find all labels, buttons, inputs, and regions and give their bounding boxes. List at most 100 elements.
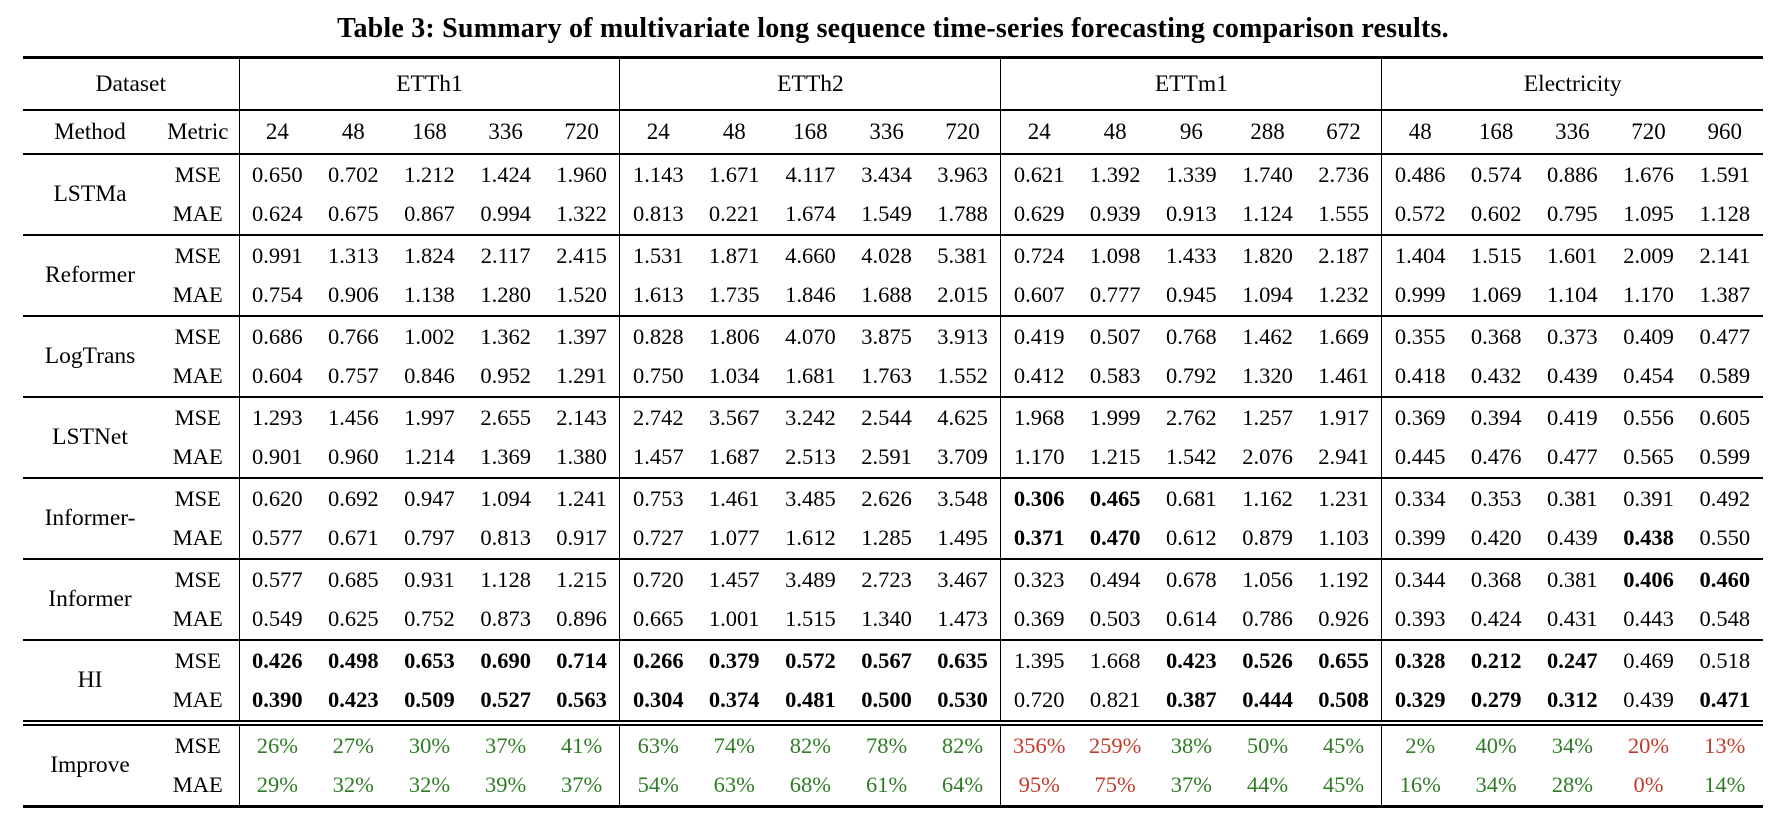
table-row: MAE 0.604 0.757 0.846 0.952 1.291 0.750 1.034 1.… — [23, 356, 1763, 397]
improve-cell: 37% — [1170, 772, 1212, 798]
value-cell: 5.381 — [937, 242, 988, 268]
table-row: LogTrans MSE 0.686 0.766 1.002 1.362 1.397 0.82… — [23, 316, 1763, 369]
value-cell: 0.768 — [1166, 323, 1217, 349]
method-block-reformer: Reformer MSE 0.991 1.313 1.824 2.117 2.415 1.53… — [23, 235, 1763, 316]
value-cell: 0.931 — [404, 566, 455, 592]
value-cell: 2.762 — [1166, 404, 1217, 430]
improve-cell: 74% — [713, 732, 755, 758]
value-cell: 1.212 — [404, 161, 455, 187]
value-cell: 1.215 — [556, 566, 607, 592]
value-cell: 0.952 — [480, 363, 531, 389]
value-cell: 1.806 — [708, 323, 760, 349]
horizon-electricity-960: 960 — [1707, 119, 1743, 144]
value-cell: 0.418 — [1381, 356, 1459, 397]
value-cell: 0.498 — [327, 647, 379, 673]
value-cell: 0.439 — [1623, 687, 1674, 713]
value-cell: 0.419 — [1000, 316, 1078, 357]
method-name: Improve — [50, 752, 130, 778]
value-cell: 1.531 — [619, 235, 697, 276]
horizon-etth2-24: 24 — [619, 110, 697, 154]
improve-cell: 39% — [485, 772, 527, 798]
improve-cell: 82% — [789, 732, 832, 758]
metric-label: MAE — [172, 525, 223, 551]
value-cell: 0.867 — [404, 201, 455, 227]
value-cell: 0.439 — [1547, 363, 1598, 389]
improve-cell: 61% — [865, 772, 908, 798]
horizon-ettm1-672: 672 — [1326, 119, 1361, 144]
dataset-group-ettm1: ETTm1 — [1000, 57, 1382, 110]
value-cell: 0.991 — [238, 235, 316, 276]
method-name: Informer- — [44, 505, 136, 531]
value-cell: 1.612 — [785, 525, 836, 551]
value-cell: 2.076 — [1242, 444, 1293, 470]
improve-cell: 50% — [1246, 732, 1289, 758]
value-cell: 0.420 — [1470, 525, 1522, 551]
value-cell: 0.605 — [1699, 404, 1751, 430]
value-cell: 1.128 — [480, 566, 531, 592]
value-cell: 0.221 — [708, 201, 760, 227]
value-cell: 0.548 — [1699, 606, 1751, 632]
value-cell: 0.374 — [708, 687, 760, 713]
improve-cell: 26% — [238, 723, 316, 766]
value-cell: 0.550 — [1699, 525, 1751, 551]
value-cell: 0.999 — [1381, 275, 1459, 316]
value-cell: 2.626 — [861, 485, 912, 511]
value-cell: 0.589 — [1699, 363, 1751, 389]
value-cell: 1.322 — [556, 201, 607, 227]
value-cell: 0.445 — [1381, 437, 1459, 478]
value-cell: 0.438 — [1623, 525, 1674, 551]
value-cell: 0.387 — [1166, 687, 1217, 713]
value-cell: 1.820 — [1242, 242, 1293, 268]
value-cell: 0.443 — [1623, 606, 1674, 632]
value-cell: 0.607 — [1000, 275, 1078, 316]
value-cell: 4.070 — [785, 323, 836, 349]
value-cell: 1.473 — [937, 606, 988, 632]
method-name: LSTNet — [52, 424, 128, 450]
method-block-logtrans: LogTrans MSE 0.686 0.766 1.002 1.362 1.397 0.82… — [23, 316, 1763, 397]
horizon-ettm1-96: 96 — [1179, 119, 1203, 144]
metric-label: MAE — [172, 444, 223, 470]
improve-cell: 54% — [619, 765, 697, 807]
value-cell: 0.901 — [238, 437, 316, 478]
value-cell: 1.788 — [937, 201, 988, 227]
value-cell: 1.960 — [556, 161, 607, 187]
method-block-informer: Informer MSE 0.577 0.685 0.931 1.128 1.215 0.72… — [23, 559, 1763, 640]
value-cell: 0.621 — [1000, 154, 1078, 195]
results-table: Dataset ETTh1 ETTh2 ETTm1 Electricity Metho… — [23, 56, 1763, 808]
value-cell: 1.094 — [480, 485, 531, 511]
value-cell: 0.508 — [1318, 687, 1369, 713]
value-cell: 2.723 — [861, 566, 912, 592]
value-cell: 1.456 — [327, 404, 379, 430]
table-row: MAE 0.901 0.960 1.214 1.369 1.380 1.457 1.687 2.… — [23, 437, 1763, 478]
metric-label: MAE — [172, 363, 223, 389]
value-cell: 0.426 — [238, 640, 316, 681]
value-cell: 0.444 — [1242, 687, 1293, 713]
value-cell: 0.577 — [238, 559, 316, 600]
value-cell: 1.515 — [1470, 242, 1522, 268]
method-block-informer: Informer- MSE 0.620 0.692 0.947 1.094 1.241 0.7… — [23, 478, 1763, 559]
value-cell: 0.720 — [619, 559, 697, 600]
value-cell: 1.232 — [1318, 282, 1369, 308]
value-cell: 1.461 — [1318, 363, 1369, 389]
value-cell: 0.486 — [1381, 154, 1459, 195]
value-cell: 1.387 — [1699, 282, 1751, 308]
value-cell: 0.369 — [1000, 599, 1078, 640]
value-cell: 3.567 — [708, 404, 760, 430]
value-cell: 0.896 — [556, 606, 607, 632]
value-cell: 3.913 — [937, 323, 988, 349]
improve-cell: 34% — [1475, 772, 1517, 798]
improve-cell: 13% — [1704, 732, 1746, 758]
value-cell: 0.720 — [1000, 680, 1078, 723]
value-cell: 2.591 — [861, 444, 912, 470]
improve-cell: 28% — [1551, 772, 1593, 798]
value-cell: 0.828 — [619, 316, 697, 357]
value-cell: 0.454 — [1623, 363, 1674, 389]
improve-cell: 37% — [560, 772, 603, 798]
horizon-etth1-168: 168 — [412, 119, 447, 144]
value-cell: 0.439 — [1547, 525, 1598, 551]
value-cell: 1.968 — [1000, 397, 1078, 438]
value-cell: 0.312 — [1547, 687, 1598, 713]
value-cell: 0.492 — [1699, 485, 1751, 511]
value-cell: 0.306 — [1000, 478, 1078, 519]
